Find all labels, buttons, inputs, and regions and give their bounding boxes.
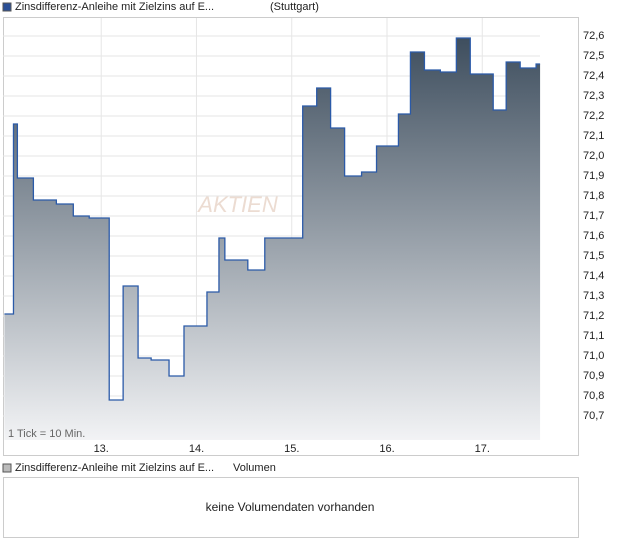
y-tick-label: 71,9 [583,170,604,182]
y-tick-label: 71,7 [583,210,604,222]
legend-swatch [2,2,12,12]
y-tick-label: 72,0 [583,150,604,162]
y-tick-label: 71,6 [583,230,604,242]
y-tick-label: 72,1 [583,130,604,142]
x-tick-label: 13. [94,443,109,455]
y-tick-label: 72,4 [583,70,604,82]
exchange-label: (Stuttgart) [270,1,319,13]
volume-message: keine Volumendaten vorhanden [206,500,375,514]
y-tick-label: 71,4 [583,270,604,282]
legend-label: Zinsdifferenz-Anleihe mit Zielzins auf E… [15,1,214,13]
y-tick-label: 71,2 [583,310,604,322]
line [4,37,541,401]
y-tick-label: 72,6 [583,30,604,42]
y-tick-label: 70,7 [583,410,604,422]
x-tick-label: 14. [189,443,204,455]
y-tick-label: 72,3 [583,90,604,102]
annotation: 1 Tick = 10 Min. [8,428,85,440]
y-tick-label: 70,8 [583,390,604,402]
y-tick-label: 71,3 [583,290,604,302]
legend-swatch [2,463,12,473]
x-tick-label: 17. [475,443,490,455]
x-tick-label: 16. [379,443,394,455]
volume-frame [3,477,579,538]
y-tick-label: 71,5 [583,250,604,262]
y-tick-label: 71,0 [583,350,604,362]
y-tick-label: 72,5 [583,50,604,62]
volume-legend-label: Zinsdifferenz-Anleihe mit Zielzins auf E… [15,462,214,474]
volume-label: Volumen [233,462,276,474]
y-tick-label: 72,2 [583,110,604,122]
y-tick-label: 70,9 [583,370,604,382]
y-tick-label: 71,1 [583,330,604,342]
area [4,38,541,440]
x-tick-label: 15. [284,443,299,455]
y-tick-label: 71,8 [583,190,604,202]
